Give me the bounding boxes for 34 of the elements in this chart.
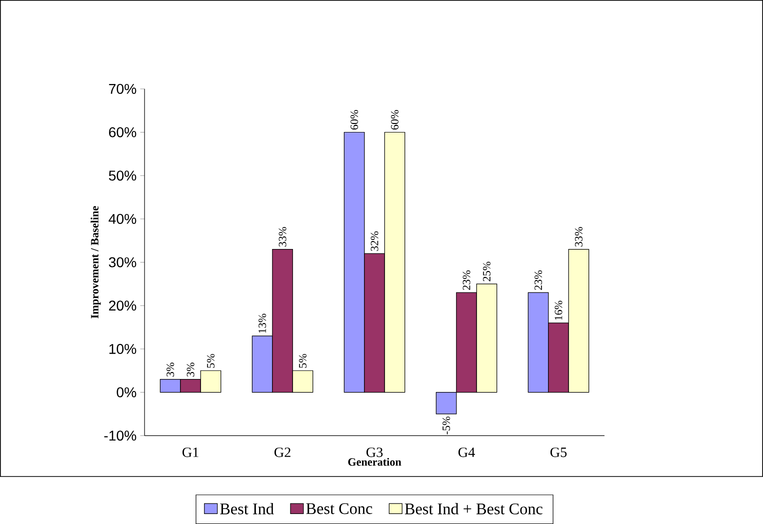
y-tick-label: 50% [108,170,136,181]
y-tick-label: 30% [108,257,136,268]
y-tick-label: 70% [109,84,136,94]
x-tick-label: G5 [550,448,567,458]
y-tick-label: -10% [104,430,136,441]
x-tick-label: G1 [182,448,198,458]
y-tick-label: 20% [109,300,136,311]
x-tick-label: G3 [366,448,383,458]
legend-label: Best Ind [220,502,274,514]
x-axis-title: Generation [348,458,402,466]
data-label: -5% [442,416,450,434]
data-label: 3% [166,362,174,376]
data-label: 25% [482,262,490,282]
data-label: 5% [207,354,215,368]
data-label: 3% [186,362,194,376]
y-axis-title: Improvement / Baseline [90,206,101,318]
data-label: 23% [534,270,542,290]
y-tick-label: 60% [109,127,136,138]
data-label: 60% [350,110,358,130]
data-label: 32% [370,231,378,251]
y-tick-label: 0% [116,387,136,398]
x-tick-label: G2 [274,448,290,458]
data-label: 33% [574,227,582,246]
legend-label: Best Conc [306,503,372,514]
data-label: 60% [390,110,399,130]
data-label: 23% [462,270,470,290]
data-label: 5% [298,354,307,368]
y-tick-label: 40% [108,214,136,224]
data-label: 13% [258,314,266,333]
data-label: 16% [554,300,562,320]
y-tick-label: 10% [109,344,136,354]
x-tick-label: G4 [458,448,475,458]
legend-label: Best Ind + Best Conc [404,502,542,514]
data-label: 33% [278,227,286,246]
